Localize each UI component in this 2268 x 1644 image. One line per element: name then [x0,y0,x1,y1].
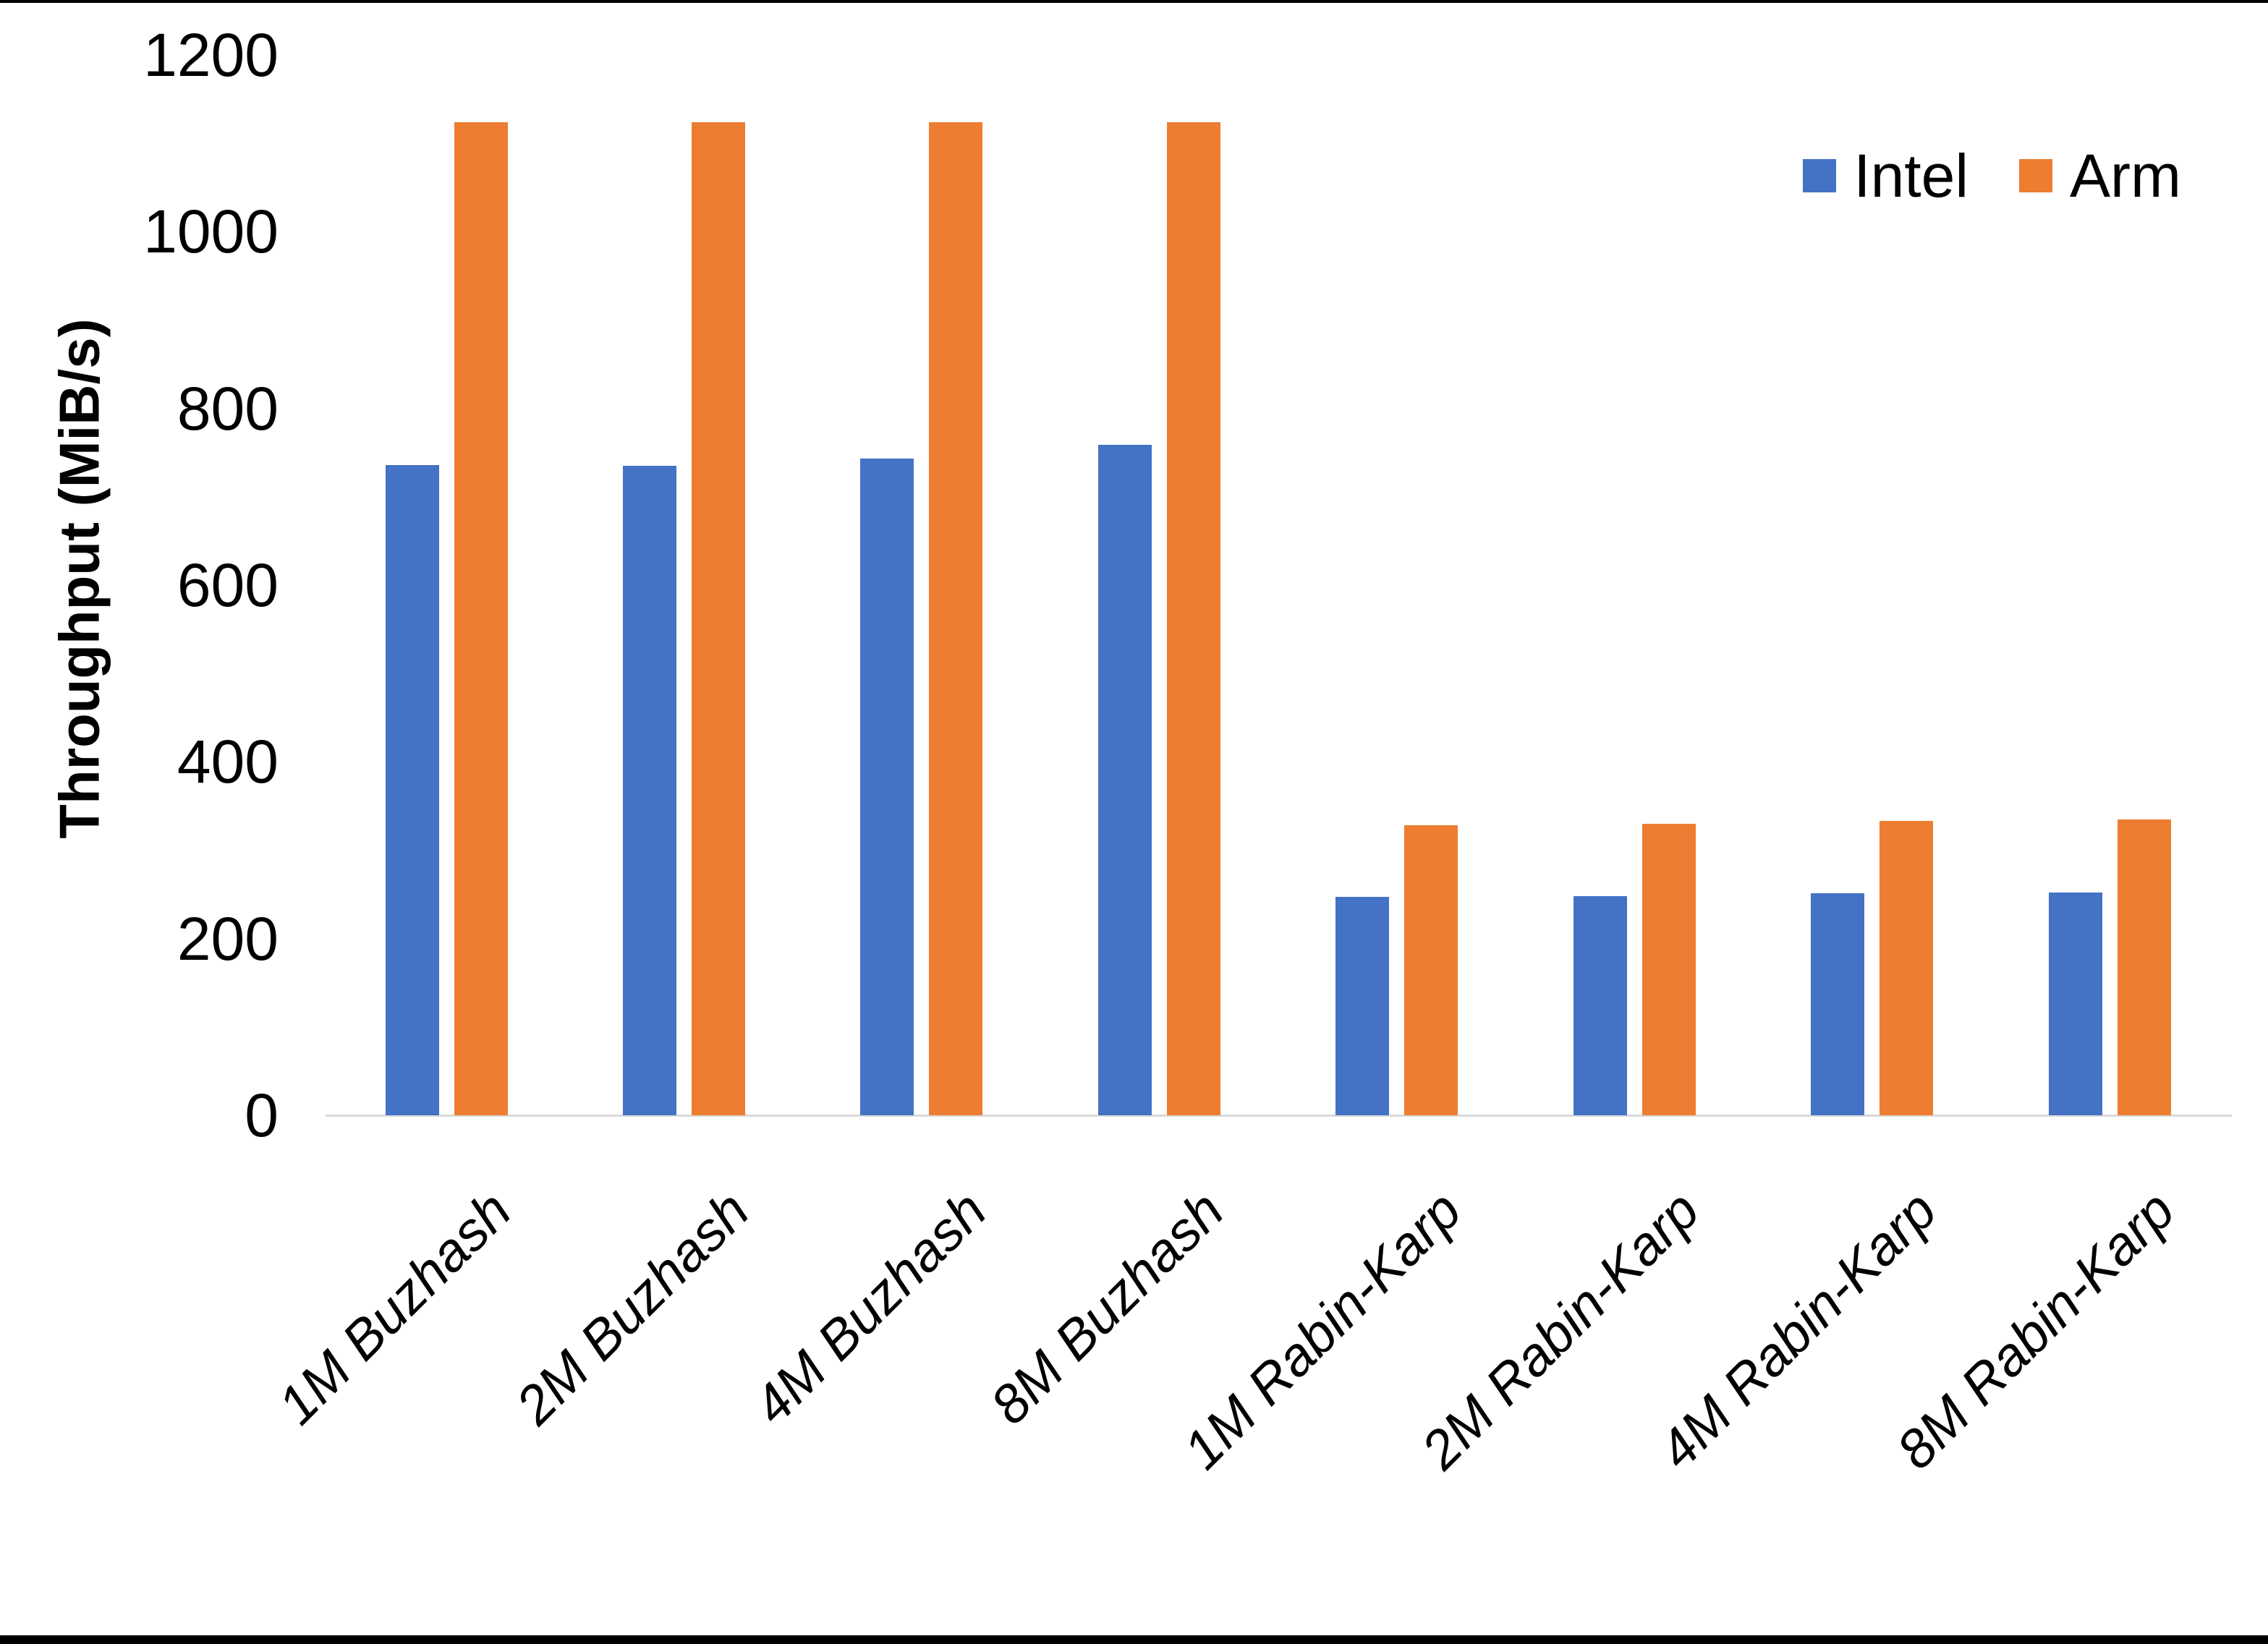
legend-swatch-arm [2019,159,2053,192]
bar-arm-5 [1404,825,1458,1115]
legend-swatch-intel [1803,159,1837,192]
y-tick-label: 1000 [143,197,279,266]
y-tick-label: 400 [177,728,279,796]
bar-arm-3 [929,122,983,1115]
bar-intel-3 [860,459,914,1115]
y-tick-label: 600 [177,551,279,619]
y-tick-label: 1200 [143,21,279,89]
y-tick-label: 800 [177,374,279,443]
legend-label: Arm [2070,142,2181,210]
top-border-line [0,0,2268,3]
bar-arm-2 [691,122,745,1115]
bar-intel-1 [385,465,439,1115]
y-tick-label: 200 [177,904,279,973]
bar-intel-8 [2048,893,2102,1115]
legend-label: Intel [1853,142,1969,210]
legend-item-intel: Intel [1803,143,1968,208]
bar-intel-2 [622,466,676,1115]
x-axis-label: 8M Buzhash [979,1179,1236,1436]
bar-arm-8 [2117,819,2171,1115]
bottom-border-line [0,1635,2268,1644]
x-axis-line [326,1115,2232,1117]
bar-arm-7 [1880,821,1934,1115]
x-axis-label: 4M Buzhash [741,1179,998,1436]
y-tick-label: 0 [245,1081,279,1149]
bar-arm-4 [1166,122,1220,1115]
bar-intel-6 [1573,896,1627,1115]
bar-intel-4 [1097,445,1152,1115]
legend-item-arm: Arm [2019,143,2181,208]
bar-intel-5 [1335,897,1390,1115]
bar-arm-6 [1641,824,1696,1115]
x-axis-label: 2M Buzhash [504,1179,760,1436]
legend: Intel Arm [1803,143,2181,208]
x-axis-label: 1M Buzhash [266,1179,523,1436]
bar-arm-1 [454,122,508,1115]
bar-intel-7 [1811,893,1865,1115]
